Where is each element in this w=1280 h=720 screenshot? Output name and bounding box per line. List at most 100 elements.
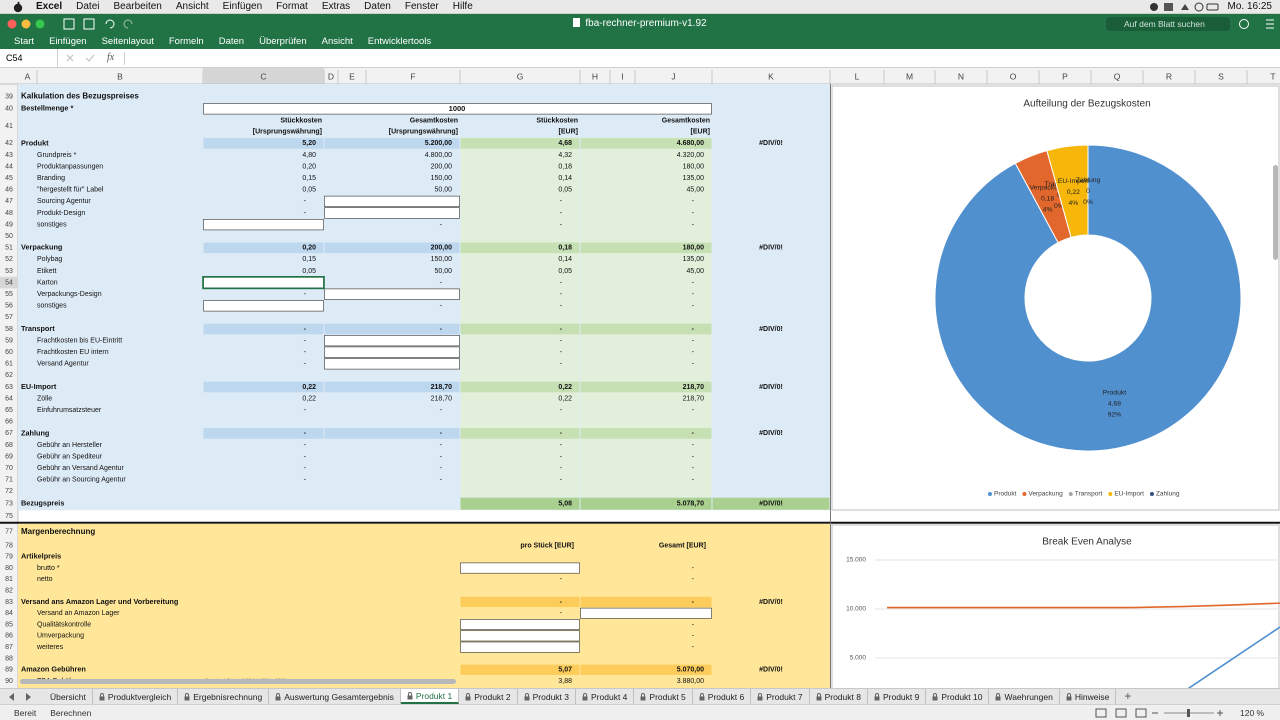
cell-value: 5.200,00 xyxy=(425,140,452,147)
cell-value: #DIV/0! xyxy=(759,501,783,508)
menu-item[interactable]: Hilfe xyxy=(452,1,473,12)
sheet-tab[interactable]: Übersicht xyxy=(44,689,93,704)
cell-band xyxy=(580,497,712,510)
row-number: 87 xyxy=(5,644,13,651)
sheet-tab[interactable]: Produkt 1 xyxy=(400,689,460,704)
ribbon-tab[interactable]: Start xyxy=(14,36,35,47)
sheet-tab[interactable]: Produkt 10 xyxy=(926,689,990,704)
cell-value: - xyxy=(692,407,695,414)
cell-value: - xyxy=(560,430,563,437)
lock-icon xyxy=(816,692,822,700)
row-label: Etikett xyxy=(37,268,57,275)
menu-item[interactable]: Fenster xyxy=(404,1,439,12)
row-number: 67 xyxy=(5,430,13,437)
cell-band xyxy=(203,242,324,254)
file-icon xyxy=(573,18,581,27)
row-number: 72 xyxy=(5,488,13,495)
ribbon-tab[interactable]: Einfügen xyxy=(49,36,87,47)
row-number: 82 xyxy=(5,587,13,594)
cell-band xyxy=(580,138,712,149)
cell-value: - xyxy=(560,442,563,449)
cell-value: - xyxy=(304,291,307,298)
row-label: Versand Agentur xyxy=(37,361,89,368)
line-series xyxy=(1187,626,1280,688)
menu-item[interactable]: Daten xyxy=(364,1,391,12)
sheet-tab[interactable]: Ergebnisrechnung xyxy=(178,689,270,704)
cell-value: - xyxy=(692,361,695,368)
sheet-tab[interactable]: Produkt 4 xyxy=(576,689,635,704)
menu-item[interactable]: Bearbeiten xyxy=(113,1,162,12)
menu-item[interactable]: Extras xyxy=(321,1,351,12)
row-label: Produkt-Design xyxy=(37,210,85,217)
search-box[interactable]: Auf dem Blatt suchen xyxy=(1106,17,1230,31)
sheet-tab[interactable]: Waehrungen xyxy=(989,689,1060,704)
sheet-tab[interactable]: Produktvergleich xyxy=(93,689,179,704)
row-number: 39 xyxy=(5,93,13,100)
row-number: 42 xyxy=(5,140,13,147)
ribbon-tab[interactable]: Formeln xyxy=(168,36,204,47)
sheet-tab[interactable]: Produkt 8 xyxy=(810,689,868,704)
column-header: H xyxy=(592,71,598,81)
row-heading: Bestellmenge * xyxy=(21,104,73,113)
cell-value: 180,00 xyxy=(683,163,705,170)
cell-value: 4,32 xyxy=(558,152,572,159)
data-label: 0,18 xyxy=(1041,196,1054,203)
input-cell xyxy=(460,641,580,653)
menu-item[interactable]: Format xyxy=(276,1,308,12)
sheet-tab[interactable]: Produkt 2 xyxy=(459,689,518,704)
row-number: 62 xyxy=(5,372,13,379)
name-box[interactable]: C54 xyxy=(0,49,58,67)
ribbon-tab[interactable]: Seitenlayout xyxy=(101,36,154,47)
lock-icon xyxy=(99,692,105,700)
cell-value: - xyxy=(304,477,307,484)
cell-value: 0,05 xyxy=(558,268,572,275)
column-header-selected xyxy=(203,68,324,84)
row-number: 41 xyxy=(5,123,13,130)
sheet-tab[interactable]: Produkt 7 xyxy=(751,689,810,704)
app-menu[interactable]: Excel xyxy=(36,1,63,12)
sheet-tab[interactable]: Produkt 6 xyxy=(693,689,752,704)
legend-label: Zahlung xyxy=(1156,491,1180,498)
ribbon-tab[interactable]: Ansicht xyxy=(321,36,353,47)
formula-divider xyxy=(124,52,125,65)
cell-value: 150,00 xyxy=(431,256,453,263)
sheet-tab[interactable]: Auswertung Gesamtergebnis xyxy=(269,689,401,704)
account-icons[interactable] xyxy=(1238,18,1278,30)
view-and-zoom-controls[interactable] xyxy=(1094,707,1224,719)
sheet-tab-label: Produkt 2 xyxy=(474,691,511,702)
ribbon-tab[interactable]: Überprüfen xyxy=(259,36,307,47)
donut-slice xyxy=(1046,144,1089,238)
window-controls[interactable] xyxy=(6,18,48,30)
menu-item[interactable]: Ansicht xyxy=(175,1,209,12)
sheet-tab-label: Hinweise xyxy=(1074,691,1110,702)
input-cell xyxy=(324,288,460,300)
cell-value: - xyxy=(692,303,695,310)
lock-icon xyxy=(582,692,588,700)
cell-band xyxy=(580,381,712,393)
menu-item[interactable]: Einfügen xyxy=(222,1,263,12)
row-number: 58 xyxy=(5,326,13,333)
add-sheet-button[interactable]: + xyxy=(1124,689,1132,703)
ribbon-tab[interactable]: Daten xyxy=(218,36,245,47)
sheet-tab[interactable]: Hinweise xyxy=(1060,689,1117,704)
apple-menu[interactable] xyxy=(12,1,24,13)
title-bar: fba-rechner-premium-v1.92 Auf dem Blatt … xyxy=(0,14,1280,34)
row-label: Polybag xyxy=(37,256,62,263)
cell-value: 0,20 xyxy=(302,163,316,170)
ribbon-tab[interactable]: Entwicklertools xyxy=(367,36,432,47)
sheet-tab[interactable]: Produkt 9 xyxy=(868,689,927,704)
quick-access-toolbar[interactable] xyxy=(62,18,172,30)
sheet-tab[interactable]: Produkt 3 xyxy=(518,689,577,704)
cell-value: 5.070,00 xyxy=(677,667,704,674)
donut-slice xyxy=(934,144,1242,452)
row-heading: Bezugspreis xyxy=(21,499,64,508)
tab-navigation[interactable] xyxy=(6,692,36,702)
menu-item[interactable]: Datei xyxy=(76,1,100,12)
cell-value: - xyxy=(560,210,563,217)
cell-value: 0,05 xyxy=(302,187,316,194)
cell-value: 4.320,00 xyxy=(677,152,704,159)
sheet-tab[interactable]: Produkt 5 xyxy=(634,689,693,704)
data-label: 4% xyxy=(1068,200,1078,207)
title-text: fba-rechner-premium-v1.92 xyxy=(585,18,707,29)
cell-value: - xyxy=(440,326,443,333)
